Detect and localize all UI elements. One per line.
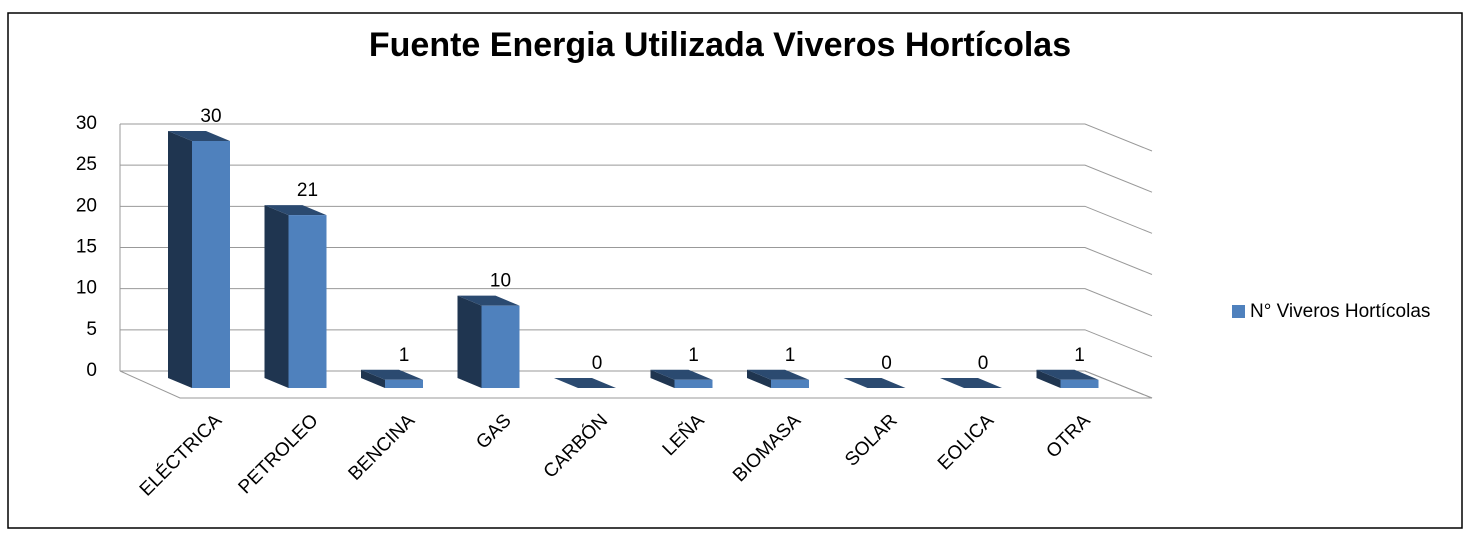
legend-label: N° Viveros Hortícolas <box>1250 301 1430 322</box>
legend-swatch <box>1232 305 1245 318</box>
y-tick-label: 10 <box>76 278 97 299</box>
bar-top <box>843 378 906 388</box>
bar-top <box>747 369 809 380</box>
bar <box>481 305 520 388</box>
bar-top <box>650 369 713 380</box>
bar <box>771 379 809 388</box>
bar-top <box>1036 369 1099 380</box>
grid-line <box>120 205 1153 234</box>
data-label: 10 <box>490 271 511 292</box>
chart-border <box>7 12 1463 529</box>
grid-line <box>120 370 1153 399</box>
data-label: 1 <box>785 345 796 366</box>
y-tick-label: 20 <box>76 195 97 216</box>
data-label: 21 <box>297 180 318 201</box>
grid-line <box>120 288 1153 317</box>
grid-line <box>120 164 1153 193</box>
bar-side <box>650 369 675 388</box>
data-label: 1 <box>688 345 699 366</box>
bar <box>674 379 713 388</box>
y-tick-label: 0 <box>86 360 97 381</box>
data-label: 1 <box>1074 345 1085 366</box>
bar-side <box>1036 369 1061 388</box>
bar <box>1060 379 1099 388</box>
data-label: 0 <box>978 353 989 374</box>
grid-line <box>120 247 1153 275</box>
bar-top <box>457 295 520 306</box>
bar-top <box>940 378 1002 388</box>
bar-side <box>747 369 771 388</box>
y-tick-label: 15 <box>76 237 97 258</box>
y-tick-label: 25 <box>76 154 97 175</box>
y-tick-label: 5 <box>86 319 97 340</box>
grid-line <box>120 329 1153 358</box>
data-label: 30 <box>200 106 221 127</box>
bar-top <box>168 131 230 141</box>
bar-side <box>168 131 192 388</box>
bar-side <box>361 369 385 388</box>
chart-title: Fuente Energia Utilizada Viveros Hortíco… <box>369 26 1071 64</box>
grid-line <box>120 123 1153 152</box>
bar-side <box>457 295 482 388</box>
bar-top <box>554 378 616 388</box>
data-label: 0 <box>592 353 603 374</box>
bar-top <box>264 205 327 216</box>
bar <box>385 379 423 388</box>
bar <box>288 215 327 388</box>
bar <box>192 141 230 388</box>
bar-side <box>264 205 289 388</box>
y-tick-label: 30 <box>76 113 97 134</box>
bar-top <box>361 369 423 380</box>
data-label: 0 <box>881 353 892 374</box>
data-label: 1 <box>399 345 410 366</box>
